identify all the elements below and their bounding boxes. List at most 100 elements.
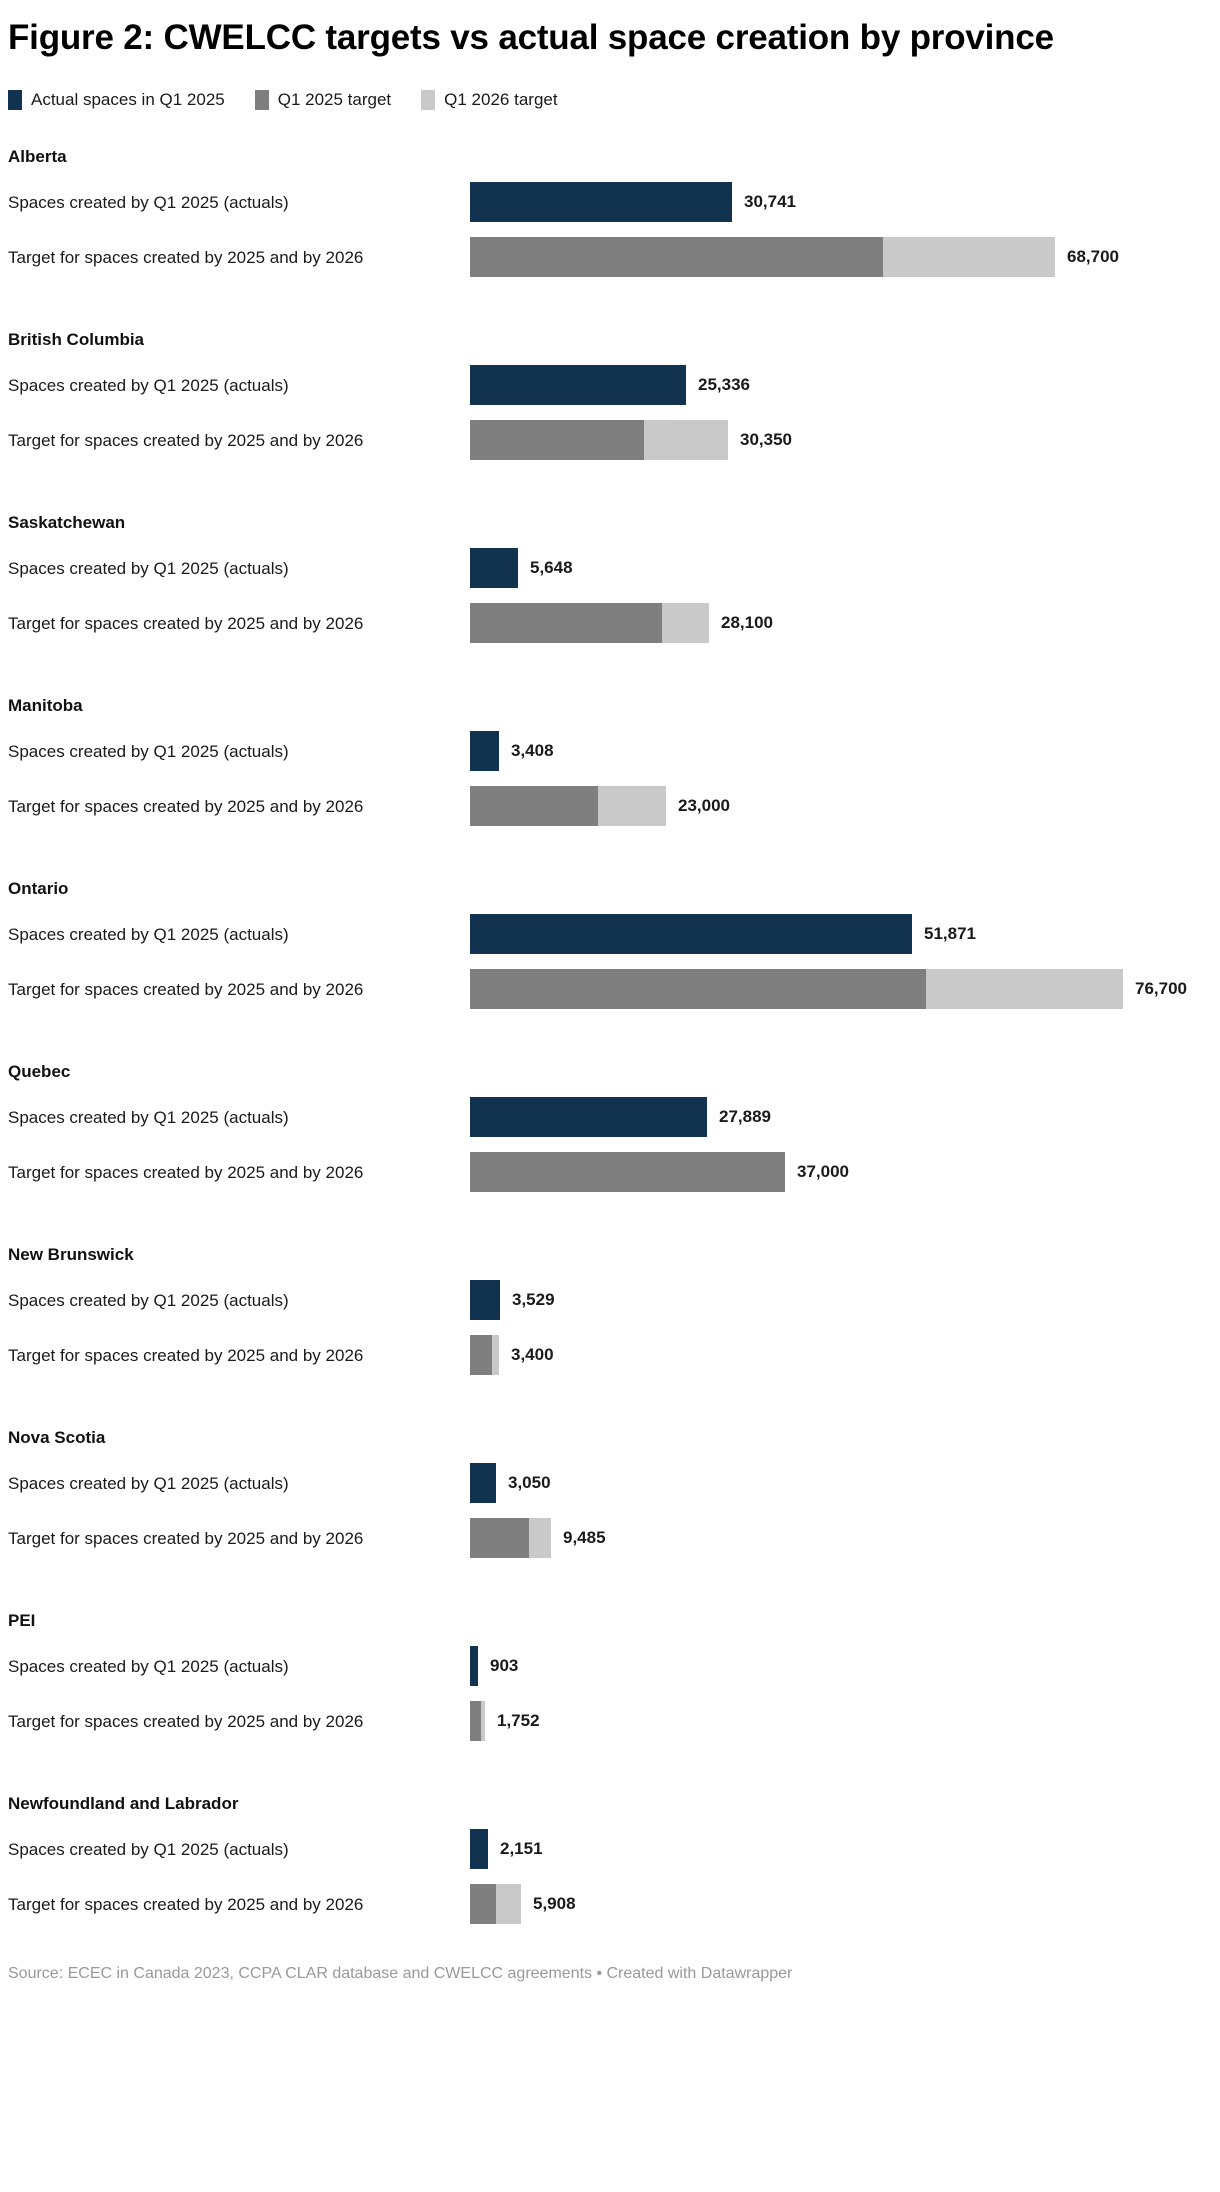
province-name: Manitoba [8,696,83,716]
province-name: PEI [8,1611,36,1631]
province-name: Quebec [8,1062,71,1082]
target-2026-bar-segment[interactable] [644,420,728,461]
actual-row: Spaces created by Q1 2025 (actuals) 3,050 [8,1463,1210,1504]
target-2025-bar-segment[interactable] [470,1884,496,1925]
target-row-label: Target for spaces created by 2025 and by… [8,247,364,267]
target-value-label: 76,700 [1135,979,1187,999]
target-row: Target for spaces created by 2025 and by… [8,1701,1210,1742]
target-2025-bar-segment[interactable] [470,420,644,461]
legend: Actual spaces in Q1 2025 Q1 2025 target … [8,90,1210,111]
target-2026-bar-segment[interactable] [598,786,666,827]
actual-row-label: Spaces created by Q1 2025 (actuals) [8,375,289,395]
target-2025-bar-segment[interactable] [470,1701,481,1742]
target-row: Target for spaces created by 2025 and by… [8,237,1210,278]
actual-value-label: 30,741 [744,192,796,212]
target-2026-bar-segment[interactable] [883,237,1055,278]
actual-bar-segment[interactable] [470,1280,500,1321]
actual-bar-area: 25,336 [470,365,1210,406]
target-2026-bar-segment[interactable] [481,1701,485,1742]
actual-bar [470,1097,707,1138]
target-bar [470,1335,499,1376]
target-row: Target for spaces created by 2025 and by… [8,420,1210,461]
province-name: Saskatchewan [8,513,126,533]
actual-bar-segment[interactable] [470,1646,478,1687]
target-row: Target for spaces created by 2025 and by… [8,786,1210,827]
actual-bar-area: 2,151 [470,1829,1210,1870]
actual-bar-area: 3,408 [470,731,1210,772]
target-2025-bar-segment[interactable] [470,969,926,1010]
actual-bar-area: 27,889 [470,1097,1210,1138]
actual-row-label: Spaces created by Q1 2025 (actuals) [8,1290,289,1310]
legend-label-2026-target: Q1 2026 target [444,90,558,110]
actual-bar-segment[interactable] [470,1097,707,1138]
actual-bar-area: 5,648 [470,548,1210,589]
target-bar [470,786,666,827]
actual-bar-segment[interactable] [470,548,518,589]
target-bar [470,969,1123,1010]
target-bar-area: 9,485 [470,1518,1210,1559]
target-2025-bar-segment[interactable] [470,1152,785,1193]
province-name: New Brunswick [8,1245,134,1265]
target-bar-area: 3,400 [470,1335,1210,1376]
target-row-label: Target for spaces created by 2025 and by… [8,1345,364,1365]
actual-row: Spaces created by Q1 2025 (actuals) 27,88… [8,1097,1210,1138]
target-2026-bar-segment[interactable] [496,1884,521,1925]
province-block: Manitoba Spaces created by Q1 2025 (actua… [8,695,1210,827]
target-bar [470,1701,485,1742]
target-value-label: 28,100 [721,613,773,633]
actual-bar [470,1463,496,1504]
province-name: Ontario [8,879,69,899]
actual-bar-segment[interactable] [470,1463,496,1504]
actual-bar-segment[interactable] [470,731,499,772]
target-2026-bar-segment[interactable] [926,969,1123,1010]
actual-row: Spaces created by Q1 2025 (actuals) 3,529 [8,1280,1210,1321]
province-block: Nova Scotia Spaces created by Q1 2025 (ac… [8,1427,1210,1559]
actual-row: Spaces created by Q1 2025 (actuals) 30,74… [8,182,1210,223]
target-row: Target for spaces created by 2025 and by… [8,1335,1210,1376]
actual-bar-segment[interactable] [470,1829,488,1870]
actual-row-label: Spaces created by Q1 2025 (actuals) [8,192,289,212]
actual-value-label: 2,151 [500,1839,543,1859]
legend-item-2026-target: Q1 2026 target [421,90,558,111]
actual-row: Spaces created by Q1 2025 (actuals) 903 [8,1646,1210,1687]
actual-row-label: Spaces created by Q1 2025 (actuals) [8,1839,289,1859]
target-row: Target for spaces created by 2025 and by… [8,1152,1210,1193]
page-title: Figure 2: CWELCC targets vs actual space… [8,18,1054,57]
province-name: Newfoundland and Labrador [8,1794,239,1814]
actual-value-label: 25,336 [698,375,750,395]
target-2025-bar-segment[interactable] [470,1518,529,1559]
target-row-label: Target for spaces created by 2025 and by… [8,613,364,633]
target-row-label: Target for spaces created by 2025 and by… [8,1162,364,1182]
target-row-label: Target for spaces created by 2025 and by… [8,1711,364,1731]
target-2025-bar-segment[interactable] [470,1335,492,1376]
target-row: Target for spaces created by 2025 and by… [8,603,1210,644]
actual-bar-segment[interactable] [470,182,732,223]
actual-value-label: 27,889 [719,1107,771,1127]
actual-value-label: 3,529 [512,1290,555,1310]
province-block: Ontario Spaces created by Q1 2025 (actual… [8,878,1210,1010]
actual-bar [470,1646,478,1687]
target-2026-bar-segment[interactable] [662,603,709,644]
target-2026-bar-segment[interactable] [492,1335,499,1376]
province-block: Alberta Spaces created by Q1 2025 (actual… [8,146,1210,278]
target-2025-bar-segment[interactable] [470,237,883,278]
target-value-label: 3,400 [511,1345,554,1365]
actual-row-label: Spaces created by Q1 2025 (actuals) [8,741,289,761]
target-bar-area: 76,700 [470,969,1210,1010]
target-bar [470,1152,785,1193]
actual-bar-segment[interactable] [470,914,912,955]
target-2026-bar-segment[interactable] [529,1518,551,1559]
actual-bar-area: 3,050 [470,1463,1210,1504]
target-row: Target for spaces created by 2025 and by… [8,1518,1210,1559]
target-2025-bar-segment[interactable] [470,603,662,644]
legend-item-actual: Actual spaces in Q1 2025 [8,90,225,111]
actual-value-label: 3,408 [511,741,554,761]
actual-row-label: Spaces created by Q1 2025 (actuals) [8,1473,289,1493]
actual-bar-segment[interactable] [470,365,686,406]
target-2025-bar-segment[interactable] [470,786,598,827]
actual-value-label: 5,648 [530,558,573,578]
actual-bar-area: 3,529 [470,1280,1210,1321]
actual-bar [470,365,686,406]
target-value-label: 68,700 [1067,247,1119,267]
actual-row-label: Spaces created by Q1 2025 (actuals) [8,1107,289,1127]
